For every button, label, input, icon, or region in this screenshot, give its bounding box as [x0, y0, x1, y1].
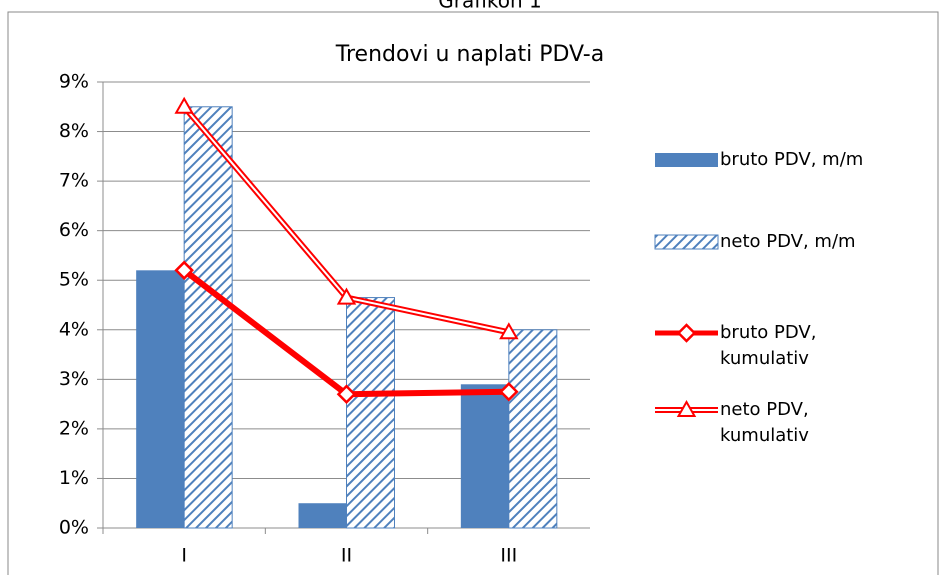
marker — [174, 96, 194, 114]
legend-swatch — [655, 153, 718, 167]
y-tick-label: 5% — [59, 269, 89, 291]
y-tick-label: 0% — [59, 517, 89, 539]
y-tick-label: 1% — [59, 467, 89, 489]
legend-label: neto PDV, m/m — [720, 231, 856, 252]
marker — [336, 384, 357, 404]
bar — [508, 329, 558, 529]
caption: Grafikon 1 — [438, 0, 541, 13]
x-tick-label: III — [500, 545, 517, 567]
marker — [336, 287, 357, 305]
y-tick-label: 8% — [59, 120, 89, 142]
y-tick-label: 4% — [59, 318, 89, 340]
x-tick-label: I — [181, 545, 187, 567]
bar — [136, 270, 185, 528]
legend-label: bruto PDV, m/m — [720, 149, 864, 170]
bar — [346, 297, 395, 529]
y-tick-label: 2% — [59, 417, 89, 439]
y-tick-label: 7% — [59, 170, 89, 192]
legend-marker — [676, 323, 697, 343]
bar — [183, 106, 233, 529]
marker — [499, 322, 519, 340]
legend-label: bruto PDV, kumulativ — [720, 322, 817, 369]
y-tick-label: 9% — [59, 71, 89, 93]
legend-marker — [676, 399, 697, 417]
y-tick-label: 6% — [59, 219, 89, 241]
legend-label: neto PDV, kumulativ — [720, 399, 809, 446]
y-tick-label: 3% — [59, 368, 89, 390]
bar — [298, 503, 347, 528]
marker — [174, 260, 194, 281]
x-tick-label: II — [341, 545, 352, 567]
marker — [499, 381, 519, 402]
legend-swatch — [654, 234, 719, 250]
chart-title: Trendovi u naplati PDV-a — [335, 42, 604, 67]
bar — [460, 384, 509, 528]
